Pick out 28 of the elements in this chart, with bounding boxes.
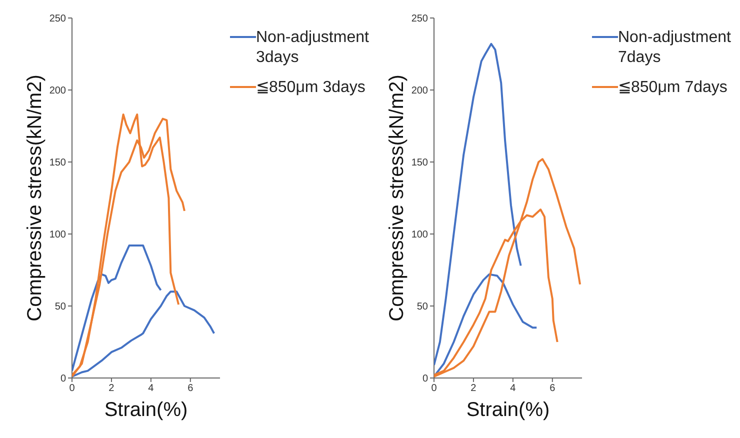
legend-label: ≦850μm 7days xyxy=(618,78,728,98)
y-tick-label: 200 xyxy=(49,86,66,97)
y-tick-label: 0 xyxy=(422,374,428,385)
x-tick-label: 2 xyxy=(108,383,115,394)
y-tick-label: 100 xyxy=(411,230,428,241)
x-tick-label: 6 xyxy=(550,383,556,394)
x-axis-title: Strain(%) xyxy=(466,399,550,422)
y-tick-label: 150 xyxy=(49,158,66,169)
y-axis-title: Compressive stress(kN/m2) xyxy=(386,74,408,322)
y-tick-label: 50 xyxy=(416,302,428,313)
y-tick-label: 200 xyxy=(411,86,428,97)
legend-label: ≦850μm 3days xyxy=(256,78,366,98)
x-tick-label: 4 xyxy=(148,383,154,394)
y-tick-label: 150 xyxy=(411,158,428,169)
x-tick-label: 0 xyxy=(69,383,76,394)
x-axis-title: Strain(%) xyxy=(104,399,188,422)
y-tick-label: 250 xyxy=(49,14,66,25)
y-tick-label: 0 xyxy=(60,374,66,385)
legend-label: Non-adjustment 3days xyxy=(256,28,370,68)
y-tick-label: 250 xyxy=(411,14,428,25)
legend-label: Non-adjustment 7days xyxy=(618,28,732,68)
y-tick-label: 100 xyxy=(49,230,66,241)
y-axis-title: Compressive stress(kN/m2) xyxy=(24,74,46,322)
x-tick-label: 4 xyxy=(510,383,516,394)
x-tick-label: 2 xyxy=(470,383,477,394)
x-tick-label: 6 xyxy=(188,383,194,394)
x-tick-label: 0 xyxy=(431,383,438,394)
y-tick-label: 50 xyxy=(54,302,66,313)
